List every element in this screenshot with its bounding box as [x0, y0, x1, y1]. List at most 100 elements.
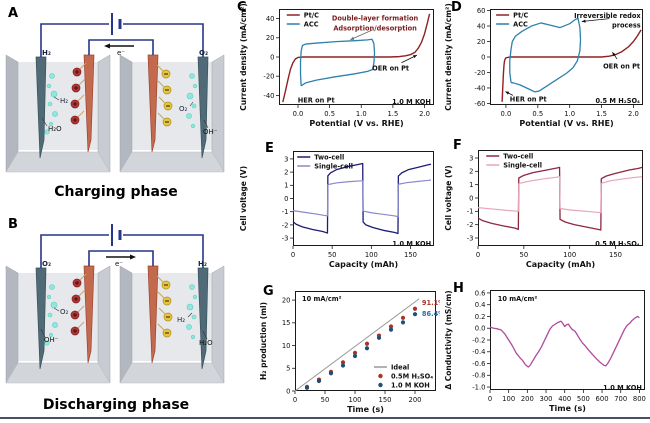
svg-text:2: 2: [469, 168, 473, 176]
svg-text:0: 0: [270, 53, 274, 61]
svg-text:Time (s): Time (s): [549, 404, 586, 413]
chart-svg-H: 0 100 200 300 400 500 600 700 800 -1.0 -0.8 -0.6 -0.…: [444, 289, 646, 413]
svg-text:0: 0: [481, 53, 485, 61]
electron-flow-arrow: e⁻: [106, 254, 136, 268]
h2-top-label: H₂: [198, 260, 207, 268]
tank-left: [5, 265, 111, 384]
svg-text:0: 0: [488, 395, 492, 403]
annotations: Double-layer formationAdsorption/desorpt…: [298, 15, 431, 107]
oh-label: OH⁻: [203, 128, 218, 136]
panel-a-caption: Charging phase: [54, 184, 178, 200]
svg-text:500: 500: [577, 395, 590, 403]
svg-text:-2: -2: [467, 221, 474, 229]
svg-text:-0.8: -0.8: [472, 372, 485, 380]
svg-text:10 mA/cm²: 10 mA/cm²: [302, 295, 342, 303]
svg-text:0.2: 0.2: [475, 313, 486, 321]
svg-text:0: 0: [286, 387, 290, 395]
series-Two-cell: [292, 162, 432, 235]
svg-text:0.5M H₂SO₄: 0.5M H₂SO₄: [391, 373, 433, 381]
panel-c-chart: 0.0 0.5 1.0 1.5 2.0 -40 -20 0 20 40 Potential (V v…: [235, 0, 440, 138]
svg-text:10: 10: [282, 342, 291, 350]
panel-d-chart: 0.0 0.5 1.0 1.5 2.0 -60 -40 -20 0 20 40 60 Potential…: [440, 0, 650, 138]
h2o-label: H₂O: [48, 125, 62, 133]
svg-text:1.0: 1.0: [564, 110, 575, 118]
battery-icon: [111, 224, 122, 246]
h2o-label: H₂O: [199, 339, 213, 347]
svg-text:0.5 M H₂SO₄: 0.5 M H₂SO₄: [595, 240, 640, 248]
o2-top-label: O₂: [42, 260, 51, 268]
series-ACC: [299, 38, 376, 87]
panel-label-d: D: [451, 0, 462, 15]
svg-text:Capacity (mAh): Capacity (mAh): [526, 260, 595, 269]
annotations: 1.0 M KOH: [392, 240, 431, 248]
svg-text:1.5: 1.5: [387, 110, 398, 118]
svg-text:-1: -1: [467, 208, 474, 216]
gas-bubbles-left: [44, 73, 58, 135]
svg-text:OER on Pt: OER on Pt: [372, 65, 409, 73]
svg-text:H₂ production (ml): H₂ production (ml): [259, 302, 268, 380]
svg-text:200: 200: [521, 395, 534, 403]
svg-text:-1.0: -1.0: [472, 383, 485, 391]
electrode-copper-right: [147, 54, 159, 153]
svg-text:Cell voltage (V): Cell voltage (V): [444, 165, 453, 230]
h2o-leader-line: [41, 117, 48, 127]
svg-text:Capacity (mAh): Capacity (mAh): [329, 260, 398, 269]
axes: 0.0 0.5 1.0 1.5 2.0 -60 -40 -20 0 20 40 60 Potential…: [444, 3, 643, 128]
svg-text:-0.2: -0.2: [472, 336, 485, 344]
battery-icon: [111, 13, 122, 35]
svg-text:1.0: 1.0: [356, 110, 367, 118]
inner-wire: [88, 250, 154, 266]
axes: 0 50 100 150 200 0 5 10 15 20 Time (s) H₂ productio…: [259, 291, 436, 414]
svg-text:-3: -3: [282, 234, 289, 242]
svg-text:1: 1: [469, 181, 473, 189]
axes: 0 100 200 300 400 500 600 700 800 -1.0 -0.8 -0.6 -0.…: [444, 289, 646, 413]
o2-leader-line: [53, 307, 60, 312]
svg-text:100: 100: [502, 395, 515, 403]
electron-label: e⁻: [115, 260, 123, 268]
series: [477, 166, 643, 231]
svg-text:Current density (mA/cm²): Current density (mA/cm²): [444, 3, 453, 111]
series: [489, 315, 640, 368]
svg-text:Single-cell: Single-cell: [314, 163, 353, 171]
svg-text:Δ Conductivity (mS/cm): Δ Conductivity (mS/cm): [444, 290, 453, 389]
panel-h-chart: 0 100 200 300 400 500 600 700 800 -1.0 -0.8 -0.6 -0.…: [440, 281, 650, 422]
series: [292, 162, 432, 235]
o2-leader-line: [189, 101, 194, 107]
svg-text:1: 1: [284, 182, 288, 190]
panel-b-illustration: e⁻ O₂ O₂ OH⁻ H₂ H₂ H₂O: [5, 217, 225, 413]
series-Single-cell: [292, 179, 431, 218]
series-Δ conductivity: [489, 315, 640, 368]
series-Pt/C: [282, 13, 431, 103]
electrode-copper-left: [83, 54, 95, 153]
svg-text:Pt/C: Pt/C: [304, 12, 319, 20]
series-ACC: [509, 17, 582, 93]
svg-text:0.5: 0.5: [532, 110, 543, 118]
svg-text:0.0: 0.0: [501, 110, 512, 118]
tank-left: [5, 54, 111, 173]
h2-mid-label: H₂: [177, 316, 185, 324]
svg-text:800: 800: [633, 395, 646, 403]
svg-text:OER on Pt: OER on Pt: [603, 63, 640, 71]
electron-flow-arrow: e⁻: [104, 43, 134, 57]
svg-text:40: 40: [266, 15, 275, 23]
svg-text:2.0: 2.0: [628, 110, 639, 118]
svg-text:0.6: 0.6: [475, 289, 486, 297]
o2-top-label: O₂: [199, 49, 208, 57]
svg-text:3: 3: [469, 154, 473, 162]
svg-text:Cell voltage (V): Cell voltage (V): [239, 166, 248, 231]
svg-text:3: 3: [284, 155, 288, 163]
svg-text:5: 5: [286, 365, 290, 373]
chart-svg-C: 0.0 0.5 1.0 1.5 2.0 -40 -20 0 20 40 Potential (V v…: [239, 3, 434, 128]
svg-text:60: 60: [477, 7, 486, 15]
svg-text:-20: -20: [474, 69, 485, 77]
h2-top-label: H₂: [42, 49, 51, 57]
svg-text:700: 700: [614, 395, 627, 403]
svg-text:-3: -3: [467, 234, 474, 242]
o2-mid-label: O₂: [179, 105, 188, 113]
series-Ideal: [294, 298, 420, 392]
svg-text:1.0 M KOH: 1.0 M KOH: [603, 384, 642, 392]
